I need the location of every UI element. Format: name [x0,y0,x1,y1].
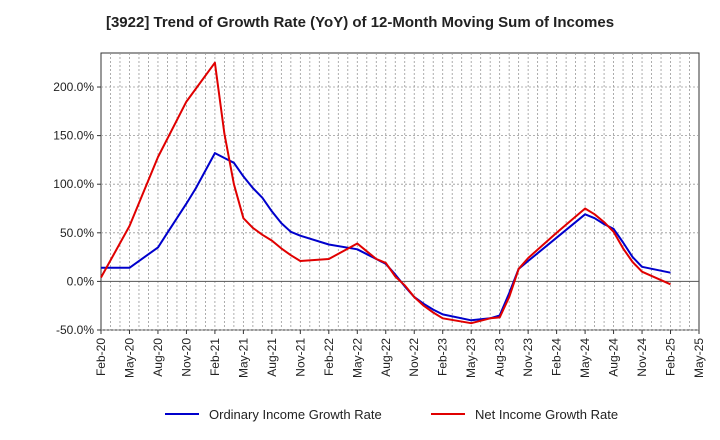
x-tick-label: Nov-22 [407,338,421,377]
x-tick-label: Aug-21 [265,338,279,377]
x-tick-label: Nov-23 [521,338,535,377]
plot-area [100,52,700,331]
y-tick-label: 0.0% [67,274,95,288]
x-tick-label: Feb-25 [664,338,678,376]
series-layer [100,61,671,325]
x-tick-label: Feb-24 [550,338,564,376]
x-tick-label: May-24 [578,338,592,378]
x-tick-label: May-22 [350,338,364,378]
x-tick-label: Nov-21 [293,338,307,377]
grid [100,52,700,331]
x-tick-label: Feb-23 [436,338,450,376]
x-tick-label: Feb-20 [94,338,108,376]
x-tick-label: Feb-22 [322,338,336,376]
y-tick-label: -50.0% [56,323,94,337]
x-tick-label: Aug-24 [607,338,621,377]
y-tick-label: 200.0% [53,80,94,94]
x-tick-label: May-21 [236,338,250,378]
x-tick-label: Aug-20 [151,338,165,377]
legend: Ordinary Income Growth Rate Net Income Gr… [165,407,618,422]
y-tick-label: 150.0% [53,129,94,143]
legend-label: Net Income Growth Rate [475,407,618,422]
x-tick-label: Nov-24 [635,338,649,377]
y-tick-label: 100.0% [53,177,94,191]
x-tick-label: Nov-20 [179,338,193,377]
chart-title: [3922] Trend of Growth Rate (YoY) of 12-… [105,14,615,31]
axes: -50.0% 0.0% 50.0% 100.0% 150.0% 200.0% Feb-20 M… [53,80,706,378]
y-tick-label: 50.0% [60,226,94,240]
legend-label: Ordinary Income Growth Rate [209,407,382,422]
x-tick-label: Aug-23 [493,338,507,377]
x-tick-label: Feb-21 [208,338,222,376]
x-tick-label: May-25 [692,338,706,378]
x-tick-label: May-23 [464,338,478,378]
x-tick-label: Aug-22 [379,338,393,377]
series-net-income-line [100,61,671,325]
x-tick-label: May-20 [122,338,136,378]
